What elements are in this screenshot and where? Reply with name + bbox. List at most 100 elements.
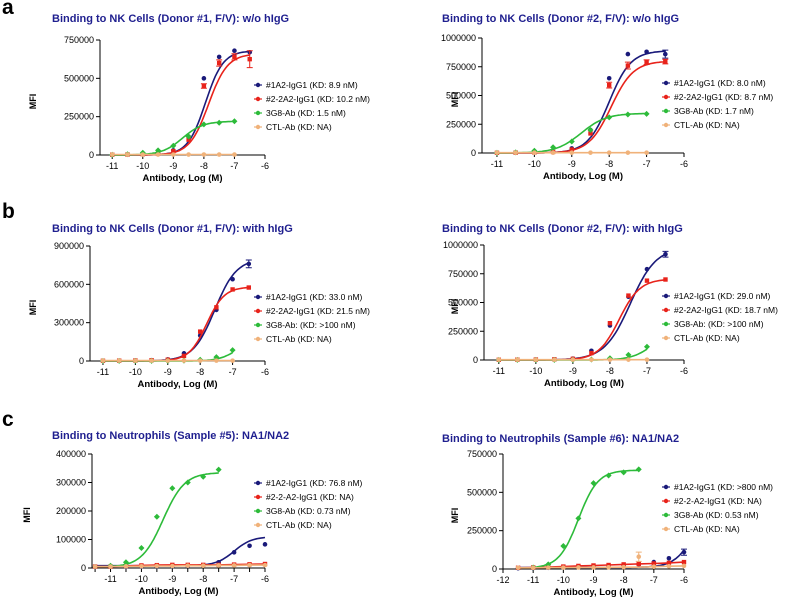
y-tick-label: 1000000 — [443, 240, 478, 250]
legend-label: #1A2-IgG1 (KD: 33.0 nM) — [266, 292, 363, 302]
x-tick-label: -6 — [261, 161, 269, 171]
legend-marker — [663, 108, 669, 114]
data-point — [681, 559, 687, 565]
data-point — [591, 565, 596, 570]
legend-marker — [255, 508, 261, 514]
data-point — [530, 565, 536, 571]
series-line — [95, 536, 266, 567]
x-tick-label: -10 — [557, 575, 570, 585]
data-point — [545, 565, 551, 570]
data-point — [635, 466, 642, 473]
legend-marker — [255, 522, 261, 528]
data-point — [568, 138, 575, 145]
data-point — [588, 150, 593, 155]
data-point — [666, 560, 672, 566]
legend-marker — [663, 498, 669, 504]
y-axis-label: MFI — [28, 300, 38, 316]
x-tick-label: -11 — [97, 367, 109, 377]
series-2 — [496, 277, 668, 362]
data-point — [230, 358, 235, 363]
data-point — [552, 357, 557, 362]
x-axis-label: Antibody, Log (M) — [543, 171, 623, 182]
data-point — [607, 321, 613, 326]
data-point — [246, 285, 251, 290]
x-tick-label: -11 — [493, 366, 505, 376]
y-tick-label: 0 — [79, 356, 84, 366]
legend-label: CTL-Ab (KD: NA) — [674, 120, 740, 130]
x-tick-label: -6 — [680, 159, 688, 169]
data-point — [246, 261, 252, 267]
legend-marker — [663, 335, 669, 341]
data-point — [155, 147, 162, 154]
data-point — [155, 152, 161, 157]
data-point — [216, 563, 221, 568]
x-tick-label: -11 — [491, 159, 503, 169]
x-tick-label: -8 — [199, 574, 207, 584]
y-tick-label: 250000 — [446, 119, 476, 129]
x-tick-label: -8 — [606, 366, 614, 376]
data-point — [214, 358, 219, 363]
data-point — [201, 83, 207, 89]
data-point — [575, 515, 582, 522]
legend: #1A2-IgG1 (KD: >800 nM) #2-2-A2-IgG1 (KD:… — [662, 482, 773, 534]
data-point — [606, 562, 611, 568]
legend: #1A2-IgG1 (KD: 33.0 nM) #2-2A2-IgG1 (KD: … — [254, 292, 370, 344]
y-tick-label: 0 — [473, 355, 478, 365]
x-tick-label: -6 — [261, 367, 269, 377]
chart-panel-6: Binding to Neutrophils (Sample #6): NA1/… — [442, 433, 773, 598]
legend-label: #1A2-IgG1 (KD: >800 nM) — [674, 482, 773, 492]
y-tick-label: 250000 — [64, 112, 94, 122]
y-tick-label: 750000 — [467, 449, 497, 459]
legend-marker — [663, 293, 669, 299]
chart-panel-4: Binding to NK Cells (Donor #2, F/V): wit… — [442, 223, 778, 389]
data-point — [560, 543, 567, 549]
data-point — [214, 305, 219, 310]
legend-marker — [255, 82, 261, 88]
y-tick-label: 600000 — [54, 279, 84, 289]
legend-marker — [255, 294, 261, 300]
data-point — [216, 152, 222, 157]
series-line — [497, 60, 666, 154]
series-4 — [496, 357, 650, 362]
data-point — [139, 563, 144, 569]
data-point — [171, 148, 176, 154]
data-point — [651, 564, 657, 569]
series-4 — [100, 358, 235, 363]
data-point — [550, 144, 557, 151]
legend-marker — [663, 526, 669, 532]
data-point — [644, 59, 649, 65]
data-point — [569, 147, 574, 152]
x-tick-label: -9 — [568, 159, 576, 169]
legend-label: 3G8-Ab (KD: 0.73 nM) — [266, 506, 351, 516]
data-point — [607, 357, 613, 362]
legend: #1A2-IgG1 (KD: 8.0 nM) #2-2A2-IgG1 (KD: 8… — [662, 78, 773, 130]
data-point — [170, 563, 175, 569]
data-point — [496, 357, 502, 362]
legend: #1A2-IgG1 (KD: 8.9 nM) #2-2A2-IgG1 (KD: 1… — [254, 80, 370, 132]
legend-label: #2-2A2-IgG1 (KD: 8.7 nM) — [674, 92, 773, 102]
data-point — [588, 131, 593, 136]
data-point — [262, 562, 268, 568]
data-point — [515, 357, 520, 362]
data-point — [201, 76, 207, 81]
legend-marker — [663, 80, 669, 86]
data-point — [231, 550, 237, 555]
data-point — [116, 358, 122, 363]
x-tick-label: -10 — [528, 159, 541, 169]
data-point — [651, 561, 657, 566]
data-point — [186, 152, 191, 157]
x-tick-label: -8 — [200, 161, 208, 171]
data-point — [662, 51, 668, 57]
legend-label: 3G8-Ab (KD: 0.53 nM) — [674, 510, 759, 520]
legend-label: CTL-Ab (KD: NA) — [674, 333, 740, 343]
data-point — [587, 127, 594, 133]
chart-panel-1: a Binding to NK Cells (Donor #1, F/V): w/… — [2, 0, 370, 184]
x-tick-label: -10 — [136, 161, 149, 171]
data-point — [624, 111, 631, 118]
x-tick-label: -7 — [643, 159, 651, 169]
data-point — [644, 357, 650, 362]
data-point — [197, 358, 203, 363]
data-point — [247, 562, 252, 568]
data-point — [589, 357, 594, 362]
y-tick-label: 500000 — [446, 91, 476, 101]
